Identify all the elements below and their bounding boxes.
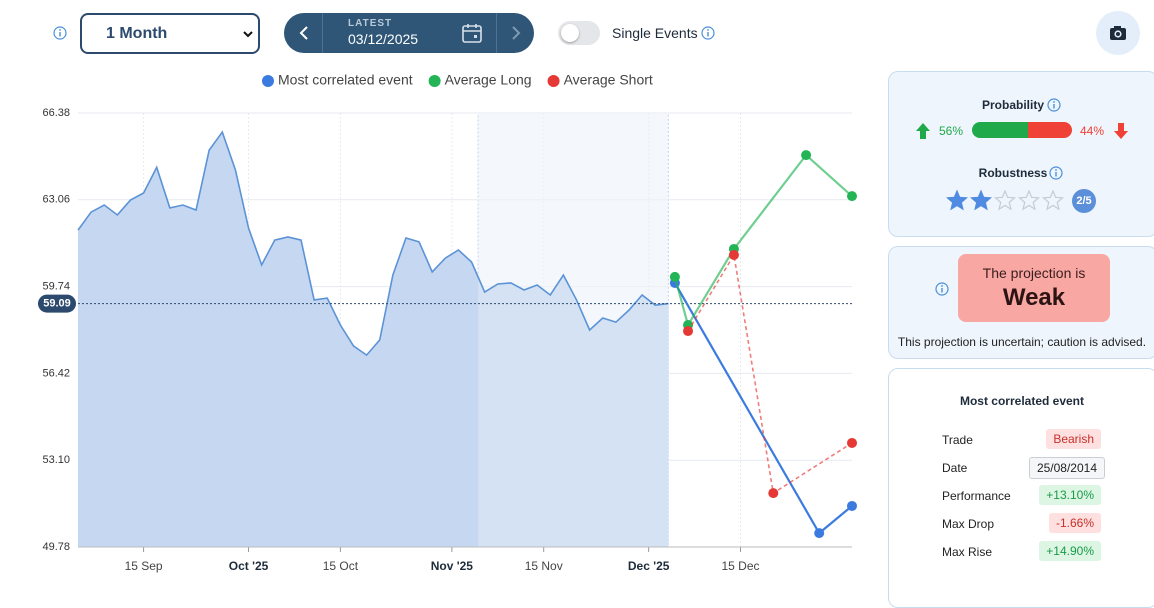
series-point — [814, 528, 825, 539]
event-row-value: +14.90% — [1039, 541, 1101, 561]
latest-date[interactable]: 03/12/2025 — [348, 31, 419, 47]
robustness-star — [946, 189, 968, 211]
series-line — [673, 153, 853, 328]
legend-label: Most correlated event — [278, 72, 413, 88]
projection-note: This projection is uncertain; caution is… — [897, 335, 1147, 349]
projection-badge: The projection is Weak — [958, 254, 1110, 322]
event-row-label: Date — [942, 461, 968, 475]
projection-verdict: Weak — [1002, 284, 1066, 311]
info-icon[interactable] — [935, 282, 949, 296]
legend-label: Average Long — [445, 72, 532, 88]
x-tick-label: 15 Dec — [721, 559, 759, 573]
probability-segment — [972, 122, 1028, 138]
series-point — [801, 150, 812, 161]
projection-panel: The projection is Weak This projection i… — [888, 246, 1154, 359]
y-tick-label: 66.38 — [42, 107, 70, 119]
event-row-value: +13.10% — [1039, 485, 1101, 505]
long-probability: 56% — [939, 124, 964, 138]
series-point — [847, 191, 857, 202]
event-row-value: -1.66% — [1048, 513, 1101, 533]
event-row-label: Max Drop — [942, 517, 995, 531]
history-area — [78, 132, 669, 547]
event-row-value: Bearish — [1046, 429, 1101, 449]
info-icon[interactable] — [1049, 166, 1063, 180]
event-panel: Most correlated event Trade Bearish Date 25… — [888, 368, 1154, 608]
down-arrow — [1114, 123, 1128, 139]
prev-button[interactable] — [296, 24, 314, 42]
series-line — [687, 252, 853, 495]
probability-bar — [972, 122, 1072, 138]
up-arrow — [916, 123, 930, 139]
latest-label: LATEST — [348, 18, 393, 29]
x-tick-label: 15 Sep — [125, 559, 163, 573]
x-tick-label: 15 Nov — [525, 559, 563, 573]
event-row-label: Max Rise — [942, 545, 993, 559]
probability-segment — [1028, 122, 1072, 138]
single-events-label: Single Events — [612, 25, 698, 41]
event-row-value: 25/08/2014 — [1028, 457, 1105, 479]
projection-lead: The projection is — [982, 265, 1086, 281]
single-events-toggle[interactable] — [558, 21, 600, 45]
period-select[interactable]: 1 Month — [80, 13, 260, 54]
info-icon[interactable] — [1047, 98, 1061, 112]
x-tick-label: Dec '25 — [628, 559, 670, 573]
series-line — [673, 282, 853, 535]
robustness-star — [1042, 189, 1064, 211]
event-row-label: Trade — [942, 433, 973, 447]
dropdown-chevron — [243, 31, 253, 38]
y-tick-label: 49.78 — [42, 541, 70, 553]
robustness-stars: 2/5 — [946, 189, 1096, 213]
series-point — [768, 488, 779, 499]
legend-label: Average Short — [564, 72, 653, 88]
chart: 49.78 53.10 56.42 59.74 63.06 66.38 15 Sep Oct … — [38, 72, 857, 573]
date-navigator: LATEST 03/12/2025 — [284, 13, 534, 53]
event-row-label: Performance — [942, 489, 1011, 503]
x-tick-label: Nov '25 — [431, 559, 474, 573]
event-title: Most correlated event — [959, 394, 1085, 408]
series-point — [728, 249, 739, 260]
robustness-star — [994, 189, 1016, 211]
x-tick-label: 15 Oct — [323, 559, 359, 573]
y-tick-label: 59.74 — [42, 281, 70, 293]
probability-title: Probability — [981, 98, 1044, 112]
legend-marker — [262, 75, 274, 87]
probability-panel: Probability 56% 44% Robustness 2/5 — [888, 71, 1154, 237]
robustness-title: Robustness — [978, 166, 1048, 180]
current-value-label: 59.09 — [43, 298, 71, 310]
history-line — [77, 130, 669, 357]
page: 49.78 53.10 56.42 59.74 63.06 66.38 15 Sep Oct … — [38, 11, 1154, 608]
series-point — [847, 500, 857, 511]
series-point — [683, 326, 694, 337]
info-icon[interactable] — [701, 26, 715, 40]
calendar-icon[interactable] — [461, 22, 483, 44]
legend-marker — [547, 75, 560, 87]
x-tick-label: Oct '25 — [229, 559, 269, 573]
robustness-badge — [1072, 189, 1096, 213]
robustness-star — [970, 189, 992, 211]
y-tick-label: 56.42 — [42, 367, 70, 379]
current-value-badge — [38, 294, 76, 313]
y-tick-label: 53.10 — [42, 454, 70, 466]
y-tick-label: 63.06 — [42, 194, 70, 206]
legend-marker — [428, 75, 441, 87]
next-button[interactable] — [506, 24, 524, 42]
series-point — [847, 437, 857, 448]
robustness-star — [1018, 189, 1040, 211]
camera-button[interactable] — [1096, 11, 1140, 55]
short-probability: 44% — [1080, 124, 1105, 138]
highlight-overlay — [478, 113, 669, 547]
info-icon[interactable] — [53, 26, 67, 40]
period-value: 1 Month — [106, 25, 168, 42]
robustness-label: 2/5 — [1076, 195, 1091, 207]
series-point — [669, 271, 680, 282]
